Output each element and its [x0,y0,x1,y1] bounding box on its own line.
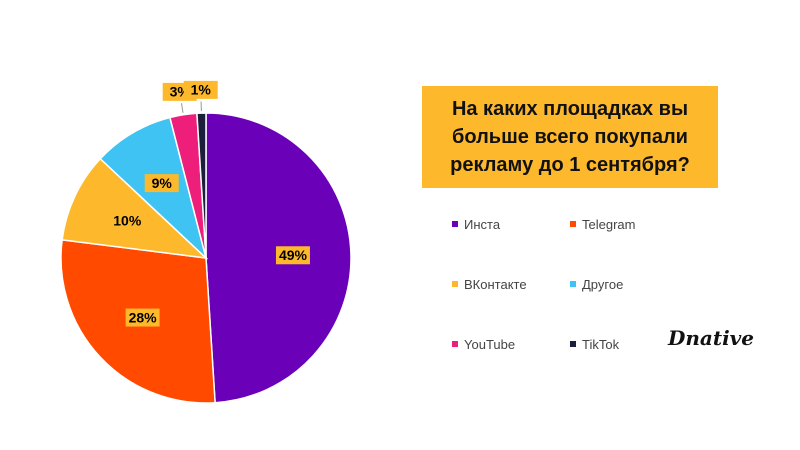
legend-label: ВКонтакте [464,276,527,292]
legend-swatch [452,341,458,347]
data-label-group: 28% [125,308,160,327]
pie-slice [196,112,207,259]
chart-title: На каких площадках вы больше всего покуп… [422,86,718,188]
data-label: 28% [129,309,158,325]
leader-line [181,103,184,113]
legend-item: Telegram [570,214,688,234]
legend-label: TikTok [582,336,620,352]
legend-label: Другое [582,276,624,292]
data-label-group: 9% [144,174,179,193]
legend-swatch [570,221,576,227]
data-label: 10% [113,213,142,229]
legend-swatch [570,281,576,287]
legend-item: ВКонтакте [452,274,570,294]
data-label-bg [275,246,310,265]
data-label: 1% [191,82,212,98]
data-label-bg [125,308,160,327]
legend-label: Telegram [582,216,636,232]
legend-item: TikTok [570,334,688,354]
legend-label: Инста [464,216,501,232]
data-label-bg [110,211,145,230]
legend: Инста Telegram ВКонтакте Другое YouTube TikTo… [452,214,692,354]
legend-label: YouTube [464,336,516,352]
legend-swatch [570,341,576,347]
data-label-bg [144,174,179,193]
logo: Dnative [668,326,755,350]
legend-swatch [452,281,458,287]
data-label-group: 1% [183,80,218,99]
legend-item: Другое [570,274,688,294]
legend-swatch [452,221,458,227]
data-label-group: 10% [110,211,145,230]
legend-item: Инста [452,214,570,234]
data-label: 9% [152,175,173,191]
legend-item: YouTube [452,334,570,354]
pie-slice [61,157,209,260]
data-label-group: 49% [275,246,310,265]
data-label: 49% [279,247,308,263]
data-label-bg [183,80,218,99]
chart: 49%28%10%9%3% 1% [60,80,352,404]
